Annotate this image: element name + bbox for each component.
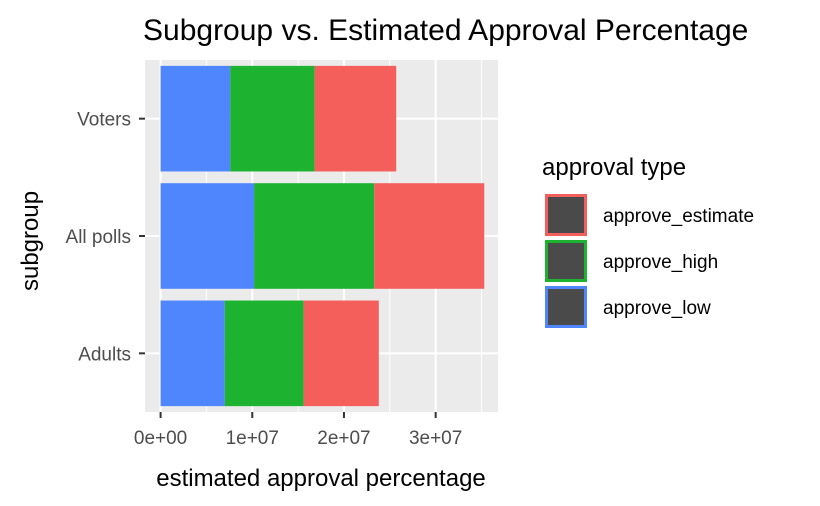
legend: approval type approve_estimate approve_hi… (542, 154, 754, 328)
legend-label-approve-high: approve_high (603, 252, 718, 273)
bar-approve-low (160, 65, 231, 172)
bar-approve-high (230, 65, 315, 172)
legend-key-approve-high (545, 240, 587, 282)
legend-key-approve-low (545, 286, 587, 328)
chart-title: Subgroup vs. Estimated Approval Percenta… (143, 14, 748, 47)
bar-approve-high (224, 300, 304, 407)
y-tick-label: Adults (78, 344, 131, 365)
x-tick-label: 3e+07 (409, 428, 462, 449)
bar-approve-estimate (374, 183, 485, 289)
legend-title: approval type (542, 154, 686, 181)
x-axis-title: estimated approval percentage (156, 465, 486, 492)
y-axis-title: subgroup (17, 191, 44, 291)
legend-label-approve-estimate: approve_estimate (603, 206, 754, 227)
bar-approve-low (160, 183, 255, 289)
x-axis: 0e+00 1e+07 2e+07 3e+07 (134, 412, 462, 449)
x-tick-label: 1e+07 (226, 428, 279, 449)
legend-label-approve-low: approve_low (603, 298, 711, 319)
legend-key-approve-estimate (545, 194, 587, 236)
y-axis: Voters All polls Adults (66, 110, 145, 365)
bars (160, 65, 485, 407)
y-tick-label: All polls (66, 227, 131, 248)
x-tick-label: 0e+00 (134, 428, 187, 449)
y-tick-label: Voters (77, 110, 131, 131)
x-tick-label: 2e+07 (317, 428, 370, 449)
bar-approve-estimate (303, 300, 379, 407)
bar-approve-low (160, 300, 225, 407)
bar-approve-high (254, 183, 375, 289)
bar-approve-estimate (314, 65, 397, 172)
